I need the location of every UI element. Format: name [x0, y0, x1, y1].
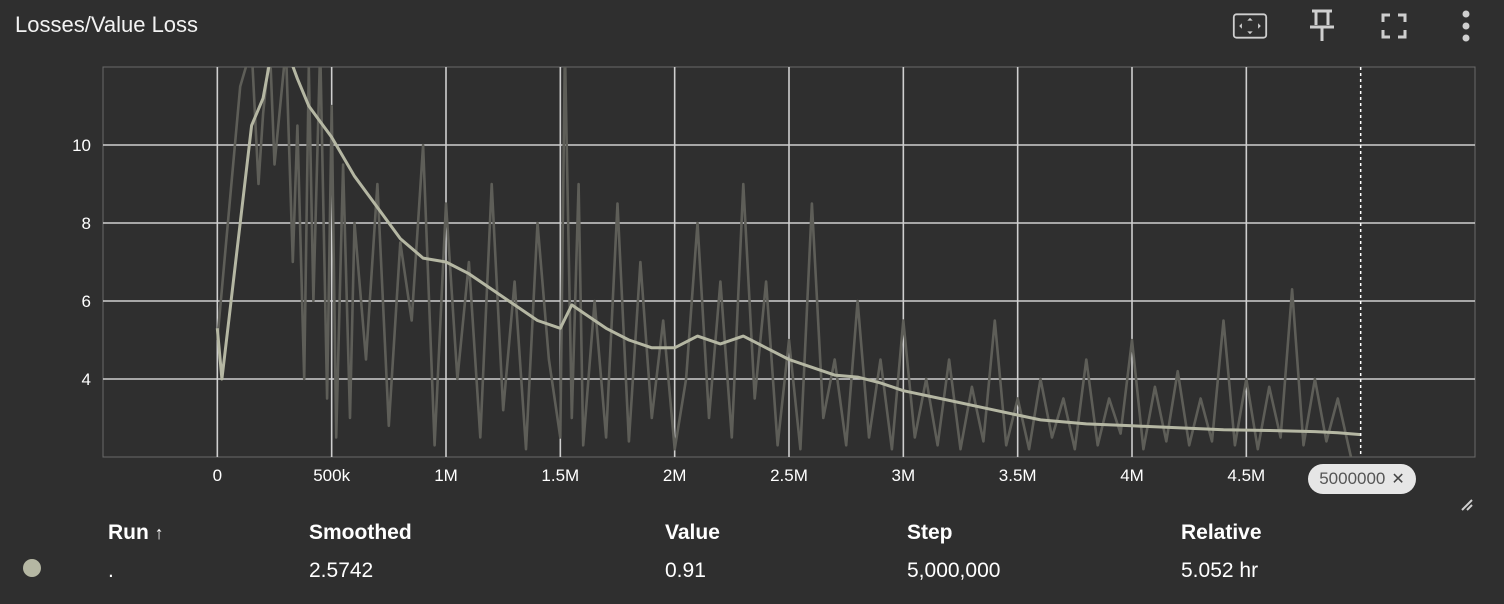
smoothed-value-line	[215, 67, 1361, 437]
y-tick-label: 4	[82, 370, 91, 389]
x-tick-label: 1M	[434, 466, 458, 485]
pin-icon	[1310, 9, 1334, 41]
hover-step-label: 5000000	[1319, 469, 1386, 488]
column-header-step[interactable]: Step	[907, 521, 953, 544]
x-tick-label: 3.5M	[999, 466, 1037, 485]
fit-domain-icon	[1232, 13, 1268, 39]
x-tick-label: 4.5M	[1227, 466, 1265, 485]
column-header-value[interactable]: Value	[665, 521, 720, 544]
fullscreen-button[interactable]	[1376, 8, 1412, 44]
run-header-label: Run	[108, 521, 149, 544]
x-tick-label: 2M	[663, 466, 687, 485]
x-tick-label: 0	[213, 466, 222, 485]
run-color-dot	[23, 559, 41, 577]
column-header-relative[interactable]: Relative	[1181, 521, 1262, 544]
pin-button[interactable]	[1304, 8, 1340, 44]
column-header-smoothed[interactable]: Smoothed	[309, 521, 412, 544]
run-name-cell: .	[108, 559, 114, 582]
table-row: . 2.5742 0.91 5,000,000 5.052 hr	[0, 550, 1481, 592]
x-tick-label: 500k	[313, 466, 350, 485]
sort-ascending-icon: ↑	[154, 523, 164, 543]
y-tick-label: 10	[72, 136, 91, 155]
x-tick-label: 2.5M	[770, 466, 808, 485]
x-tick-label: 4M	[1120, 466, 1144, 485]
resize-handle-icon[interactable]	[1458, 496, 1474, 512]
fullscreen-icon	[1381, 13, 1407, 39]
x-tick-label: 1.5M	[541, 466, 579, 485]
smoothed-cell: 2.5742	[309, 559, 374, 582]
raw-value-line	[216, 67, 1353, 457]
y-tick-label: 8	[82, 214, 91, 233]
table-header-row: Run ↑ Smoothed Value Step Relative	[0, 516, 1481, 550]
run-table: Run ↑ Smoothed Value Step Relative . 2.5…	[0, 516, 1481, 592]
line-chart[interactable]: 0 500k 1M 1.5M 2M 2.5M 3M 3.5M 4M 4.5M 4 6 8 10	[0, 60, 1504, 500]
close-icon[interactable]: ✕	[1391, 471, 1405, 488]
step-cell: 5,000,000	[907, 559, 1001, 582]
more-options-button[interactable]	[1448, 8, 1484, 44]
value-cell: 0.91	[665, 559, 706, 582]
relative-cell: 5.052 hr	[1181, 559, 1259, 582]
chart-toolbar	[1196, 8, 1484, 44]
chart-title: Losses/Value Loss	[15, 12, 199, 37]
more-vert-icon	[1462, 10, 1470, 42]
fit-domain-button[interactable]	[1232, 8, 1268, 44]
column-header-run[interactable]: Run ↑	[108, 516, 309, 550]
hover-step-chip[interactable]: 5000000 ✕	[1308, 464, 1416, 494]
y-tick-label: 6	[82, 292, 91, 311]
x-tick-label: 3M	[892, 466, 916, 485]
